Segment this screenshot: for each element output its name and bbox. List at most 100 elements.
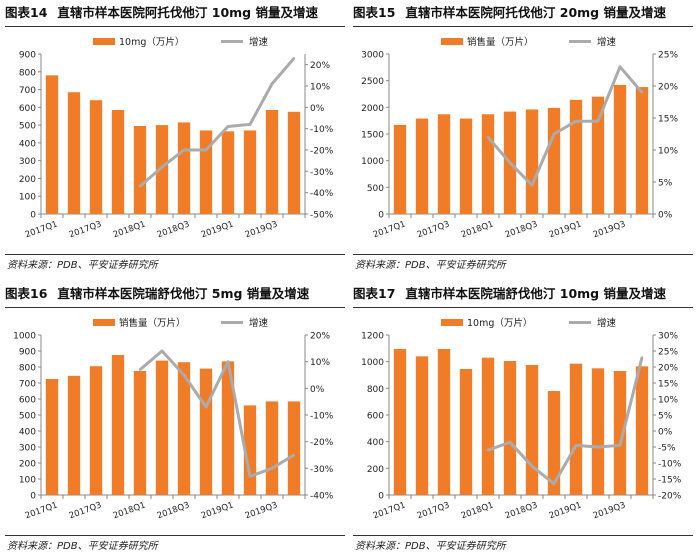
y-tick-label-right: 0% xyxy=(310,385,325,395)
bar-2019Q3 xyxy=(613,84,627,214)
bar-2017Q3 xyxy=(89,366,103,495)
growth-point-2019Q1 xyxy=(226,125,230,128)
y-tick-label-right: -20% xyxy=(310,147,334,157)
x-tick-label: 2018Q1 xyxy=(112,219,147,240)
bar-2018Q4 xyxy=(547,391,561,495)
y-tick-label-right: 30% xyxy=(658,332,678,342)
y-tick-label-left: 200 xyxy=(367,465,384,475)
bar-2017Q3 xyxy=(437,114,451,214)
chart-title: 图表14 直辖市样本医院阿托伐他汀 10mg 销量及增速 xyxy=(5,2,345,24)
y-tick-label-right: -40% xyxy=(310,492,334,502)
chart-panel-16: 图表16 直辖市样本医院瑞舒伐他汀 5mg 销量及增速 销售量（万片） 增速 0 100… xyxy=(5,283,345,553)
bar-2019Q1 xyxy=(221,361,235,495)
growth-point-2019Q4 xyxy=(292,453,296,457)
y-tick-label-left: 400 xyxy=(367,438,384,448)
y-tick-label-left: 200 xyxy=(19,175,36,185)
chart-panel-14: 图表14 直辖市样本医院阿托伐他汀 10mg 销量及增速 10mg（万片） 增速 0 1… xyxy=(5,2,345,272)
source-note: 资料来源：PDB、平安证券研究所 xyxy=(7,541,158,552)
bar-2018Q3 xyxy=(525,365,539,495)
y-tick-label-right: 10% xyxy=(310,83,330,93)
chart-title-text: 直辖市样本医院阿托伐他汀 20mg 销量及增速 xyxy=(405,5,666,20)
bar-2017Q1 xyxy=(45,379,59,495)
growth-point-2019Q1 xyxy=(226,360,230,363)
source-note: 资料来源：PDB、平安证券研究所 xyxy=(7,260,158,271)
bar-2018Q4 xyxy=(199,368,213,495)
x-tick-label: 2019Q1 xyxy=(548,500,583,521)
figure-label: 图表14 xyxy=(5,5,48,20)
y-tick-label-right: 20% xyxy=(658,364,678,374)
bar-2017Q2 xyxy=(67,375,81,495)
y-tick-label-right: 15% xyxy=(658,380,678,390)
x-tick-label: 2018Q3 xyxy=(156,219,191,240)
y-tick-label-left: 600 xyxy=(19,396,36,406)
y-tick-label-left: 600 xyxy=(367,412,384,422)
source-rule xyxy=(5,254,345,255)
x-tick-label: 2018Q1 xyxy=(460,500,495,521)
y-tick-label-right: -15% xyxy=(658,476,682,486)
y-tick-label-right: 5% xyxy=(658,179,673,189)
legend-bar-swatch xyxy=(441,319,463,326)
chart-title-text: 直辖市样本医院瑞舒伐他汀 5mg 销量及增速 xyxy=(57,286,310,301)
title-rule xyxy=(5,26,345,27)
bar-2019Q2 xyxy=(243,405,257,495)
y-tick-label-left: 800 xyxy=(19,364,36,374)
growth-point-2019Q3 xyxy=(618,444,622,447)
y-tick-label-left: 1000 xyxy=(13,332,36,342)
y-tick-label-right: 20% xyxy=(310,61,330,71)
chart-title: 图表16 直辖市样本医院瑞舒伐他汀 5mg 销量及增速 xyxy=(5,283,345,305)
y-tick-label-left: 600 xyxy=(19,104,36,114)
bar-2019Q4 xyxy=(635,87,649,214)
growth-point-2018Q4 xyxy=(204,405,208,409)
x-tick-label: 2018Q1 xyxy=(460,219,495,240)
bar-2018Q2 xyxy=(155,125,169,214)
figure-label: 图表16 xyxy=(5,286,48,301)
y-tick-label-right: 10% xyxy=(310,358,330,368)
growth-line xyxy=(486,65,644,187)
source-note: 资料来源：PDB、平安证券研究所 xyxy=(355,541,506,552)
y-tick-label-left: 100 xyxy=(19,193,36,203)
y-tick-label-left: 900 xyxy=(19,51,36,61)
x-tick-label: 2017Q3 xyxy=(68,500,103,521)
figure-label: 图表15 xyxy=(353,5,396,20)
y-tick-label-right: 0% xyxy=(310,104,325,114)
growth-point-2018Q3 xyxy=(530,465,534,468)
x-tick-label: 2017Q3 xyxy=(416,500,451,521)
y-tick-label-right: 0% xyxy=(658,428,673,438)
x-tick-label: 2017Q1 xyxy=(24,500,59,521)
x-tick-label: 2017Q1 xyxy=(372,219,407,240)
growth-point-2018Q4 xyxy=(552,132,556,136)
y-tick-label-right: -20% xyxy=(658,492,682,502)
bar-2018Q1 xyxy=(133,126,147,214)
y-tick-label-right: -5% xyxy=(658,444,676,454)
chart-title-text: 直辖市样本医院瑞舒伐他汀 10mg 销量及增速 xyxy=(405,286,666,301)
legend-line-label: 增速 xyxy=(597,317,617,329)
y-tick-label-right: -40% xyxy=(310,189,334,199)
y-tick-label-right: 0% xyxy=(658,211,673,221)
growth-point-2019Q1 xyxy=(574,444,578,447)
growth-point-2019Q3 xyxy=(270,82,274,86)
bar-2017Q2 xyxy=(415,356,429,495)
chart-svg: 10mg（万片） 增速 0 100 200 300 400 500 600 700 800 900 -5… xyxy=(19,36,334,240)
legend-line-label: 增速 xyxy=(249,36,269,48)
chart-svg: 10mg（万片） 增速 0 200 400 600 800 1000 1200 -20% -15% -… xyxy=(361,317,682,521)
bar-2017Q3 xyxy=(437,349,451,495)
growth-point-2018Q2 xyxy=(160,349,164,353)
y-tick-label-left: 500 xyxy=(19,412,36,422)
y-tick-label-right: 10% xyxy=(658,147,678,157)
source-note: 资料来源：PDB、平安证券研究所 xyxy=(355,260,506,271)
bar-2019Q1 xyxy=(569,363,583,495)
bar-2017Q2 xyxy=(415,118,429,214)
growth-line xyxy=(139,349,295,478)
growth-point-2018Q2 xyxy=(160,165,164,169)
x-tick-label: 2019Q3 xyxy=(244,500,279,521)
x-tick-label: 2019Q1 xyxy=(548,219,583,240)
y-tick-label-left: 400 xyxy=(19,428,36,438)
growth-point-2019Q3 xyxy=(618,65,622,68)
bar-2018Q4 xyxy=(199,130,213,214)
growth-point-2019Q2 xyxy=(596,120,600,123)
y-tick-label-left: 2500 xyxy=(361,77,384,87)
bar-2017Q4 xyxy=(459,369,473,495)
y-tick-label-left: 300 xyxy=(19,444,36,454)
bar-2019Q3 xyxy=(265,401,279,495)
y-tick-label-right: 10% xyxy=(658,396,678,406)
